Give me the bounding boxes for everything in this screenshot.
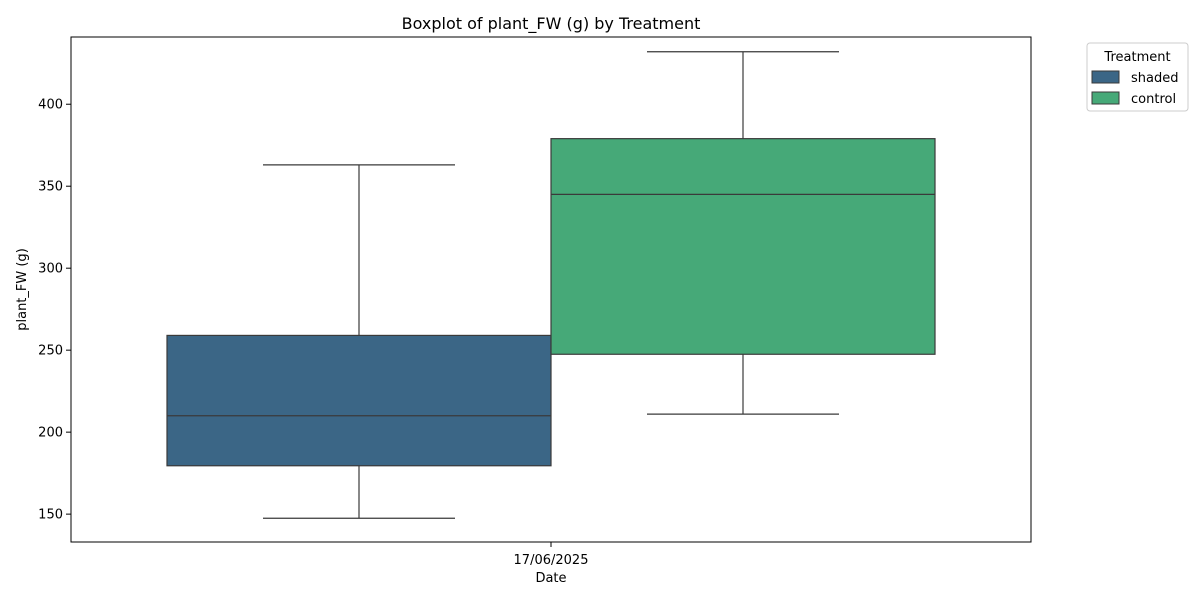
y-tick-label: 150 — [38, 508, 63, 523]
plot-area — [166, 51, 936, 519]
x-tick-label: 17/06/2025 — [514, 553, 589, 568]
y-tick-label: 300 — [38, 262, 63, 277]
y-tick-label: 200 — [38, 426, 63, 441]
legend-label-shaded: shaded — [1131, 71, 1178, 86]
y-tick-label: 400 — [38, 98, 63, 113]
axes: 17/06/2025 150 200 250 300 350 400 — [38, 98, 588, 568]
y-axis-label: plant_FW (g) — [15, 248, 30, 331]
box-shaded — [166, 164, 552, 519]
y-tick-label: 250 — [38, 344, 63, 359]
legend-swatch-control — [1091, 91, 1120, 105]
y-tick-label: 350 — [38, 180, 63, 195]
box-control — [550, 51, 936, 415]
legend-title: Treatment — [1103, 50, 1170, 65]
iqr-box — [166, 334, 552, 467]
legend: Treatment shaded control — [1086, 42, 1189, 112]
legend-swatch-shaded — [1091, 70, 1120, 84]
legend-label-control: control — [1131, 92, 1176, 107]
chart-title: Boxplot of plant_FW (g) by Treatment — [402, 14, 701, 34]
iqr-box — [550, 138, 936, 355]
x-axis-label: Date — [535, 571, 566, 586]
